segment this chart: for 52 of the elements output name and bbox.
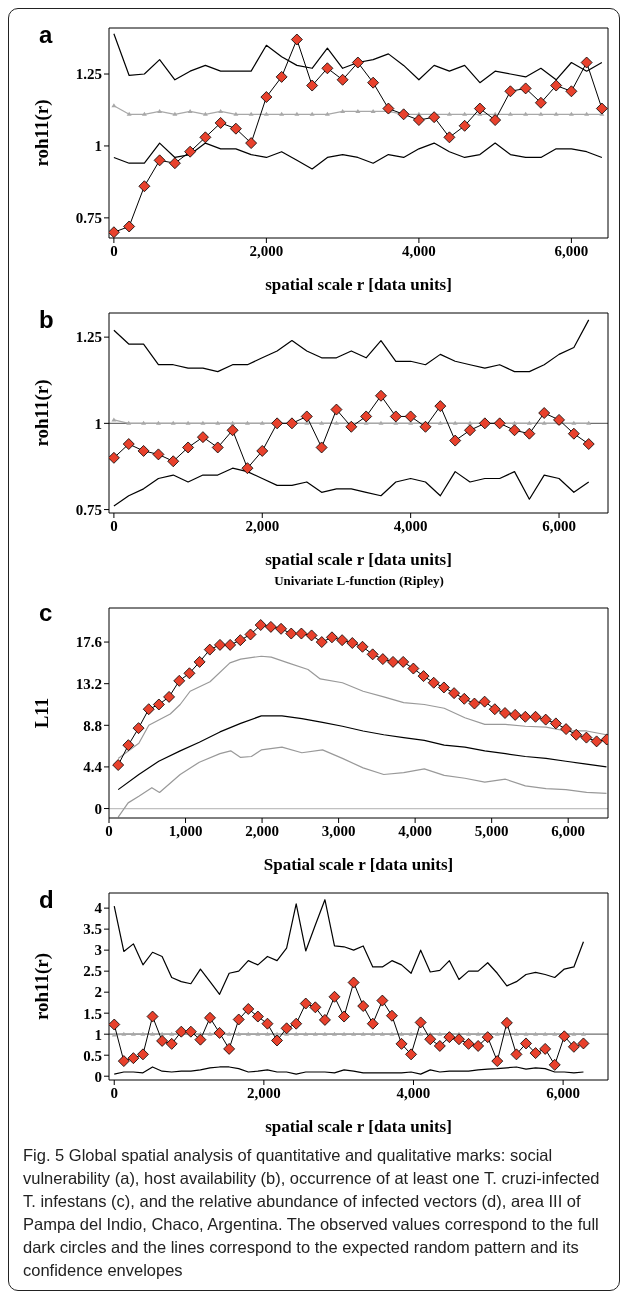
chart-subtitle: Univariate L-function (Ripley) bbox=[273, 573, 445, 590]
x-tick-label: 0 bbox=[110, 242, 118, 259]
chart-title: b bbox=[39, 306, 54, 334]
caption: Fig. 5 Global spatial analysis of quantitative and qualitative marks: social vulnerability (a), host availability (b), occurrence of at least one T. cruzi-infected T. infestans (c), and the relative abundance of infected vectors (d), area III of Pampa del Indio, Chaco, Argentina. The observed values correspond to the full dark circles and the lines correspond to the expected random pattern and its confidence envelopes bbox=[22, 1145, 601, 1281]
y-axis-title: L11 bbox=[30, 697, 52, 729]
y-tick-label: 1 bbox=[94, 415, 102, 432]
x-tick-label: 4,000 bbox=[398, 822, 433, 839]
x-axis-title: spatial scale r [data units] bbox=[265, 550, 452, 569]
y-tick-label: 17.6 bbox=[75, 634, 103, 651]
y-tick-label: 3.5 bbox=[83, 921, 102, 938]
chart-title: c bbox=[39, 599, 53, 627]
y-tick-label: 8.8 bbox=[83, 717, 102, 734]
y-axis-title: roh11(r) bbox=[30, 99, 53, 167]
x-tick-label: 4,000 bbox=[393, 517, 428, 534]
x-tick-label: 4,000 bbox=[402, 242, 436, 259]
y-tick-label: 3 bbox=[94, 942, 102, 959]
y-tick-label: 1.5 bbox=[83, 1005, 102, 1022]
y-tick-label: 2 bbox=[94, 984, 102, 1001]
y-tick-label: 0.75 bbox=[75, 501, 102, 518]
x-tick-label: 6,000 bbox=[546, 1084, 580, 1101]
x-axis-title: spatial scale r [data units] bbox=[265, 275, 452, 294]
x-tick-label: 5,000 bbox=[474, 822, 509, 839]
x-tick-label: 0 bbox=[110, 1084, 118, 1101]
y-tick-label: 4 bbox=[94, 900, 103, 917]
y-axis-title: roh11(r) bbox=[30, 379, 53, 447]
x-tick-label: 2,000 bbox=[245, 517, 280, 534]
x-tick-label: 2,000 bbox=[245, 822, 279, 839]
x-tick-label: 3,000 bbox=[321, 822, 356, 839]
x-tick-label: 2,000 bbox=[246, 1084, 281, 1101]
y-tick-label: 2.5 bbox=[83, 963, 102, 980]
y-tick-label: 1 bbox=[94, 138, 102, 155]
y-tick-label: 0.75 bbox=[75, 210, 102, 227]
x-tick-label: 6,000 bbox=[554, 242, 589, 259]
y-axis-title: roh11(r) bbox=[30, 952, 53, 1021]
y-tick-label: 13.2 bbox=[75, 676, 102, 692]
chart-title: a bbox=[39, 21, 53, 49]
y-tick-label: 1.25 bbox=[75, 66, 102, 83]
x-tick-label: 1,000 bbox=[168, 822, 203, 839]
x-tick-label: 0 bbox=[110, 517, 118, 534]
y-tick-label: 1.25 bbox=[75, 329, 102, 346]
y-tick-label: 0 bbox=[94, 800, 102, 817]
x-tick-label: 6,000 bbox=[542, 517, 576, 534]
x-tick-label: 6,000 bbox=[551, 822, 586, 839]
x-axis-title: Spatial scale r [data units] bbox=[263, 855, 454, 874]
y-tick-label: 1 bbox=[94, 1026, 102, 1043]
x-tick-label: 4,000 bbox=[396, 1084, 431, 1101]
x-tick-label: 2,000 bbox=[249, 242, 284, 259]
chart-title: d bbox=[39, 886, 54, 914]
x-axis-title: spatial scale r [data units] bbox=[265, 1117, 452, 1136]
y-tick-label: 0 bbox=[94, 1068, 102, 1085]
y-tick-label: 4.4 bbox=[83, 759, 103, 776]
y-tick-label: 0.5 bbox=[83, 1047, 102, 1064]
